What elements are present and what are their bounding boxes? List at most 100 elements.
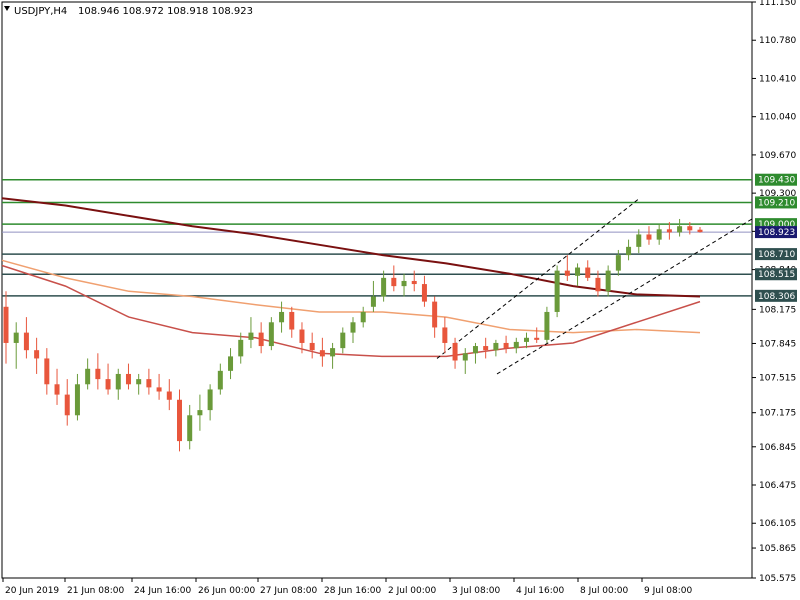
ma-short-line xyxy=(1,259,701,334)
candle-body xyxy=(74,384,80,416)
ma-long-line xyxy=(1,197,701,298)
level-tag xyxy=(755,289,797,302)
candle-body xyxy=(462,353,468,361)
candle-body xyxy=(381,277,387,297)
candle-body xyxy=(289,311,295,330)
level-label: 108.515 xyxy=(758,270,795,280)
candle-body xyxy=(595,277,601,292)
y-tick-label: 107.515 xyxy=(759,374,796,384)
candle-body xyxy=(44,358,50,385)
candle-body xyxy=(299,329,305,343)
channel-lower-line xyxy=(496,218,753,375)
candle-body xyxy=(524,337,529,342)
level-label: 108.306 xyxy=(758,292,795,302)
candle-body xyxy=(166,391,172,400)
candle-body xyxy=(350,322,356,333)
candle-body xyxy=(85,368,91,385)
candle-body xyxy=(319,350,325,357)
candle-body xyxy=(23,332,29,351)
x-tick-label: 8 Jul 00:00 xyxy=(580,586,629,596)
candle-body xyxy=(136,379,142,385)
y-tick-label: 110.040 xyxy=(759,113,796,123)
y-tick-label: 105.575 xyxy=(759,574,796,584)
candle-body xyxy=(207,389,213,411)
level-tag xyxy=(755,196,797,209)
x-tick-label: 9 Jul 08:00 xyxy=(644,586,693,596)
y-tick-label: 106.105 xyxy=(759,519,796,529)
y-tick-label: 110.410 xyxy=(759,74,796,84)
candle-body xyxy=(258,332,264,347)
candle-body xyxy=(636,234,642,247)
x-tick-label: 24 Jun 16:00 xyxy=(134,586,191,596)
ma-mid-line xyxy=(1,264,701,358)
candle-body xyxy=(248,332,254,340)
candle-body xyxy=(564,270,570,276)
candle-body xyxy=(3,306,9,343)
ohlc-label: 108.946 108.972 108.918 108.923 xyxy=(78,6,253,17)
candle-body xyxy=(268,322,274,347)
y-tick-label: 106.845 xyxy=(759,443,796,453)
y-tick-label: 108.175 xyxy=(759,305,796,315)
candle-body xyxy=(401,280,407,287)
symbol-label: USDJPY,H4 xyxy=(14,6,67,17)
candle-body xyxy=(187,415,193,442)
x-tick-label: 3 Jul 08:00 xyxy=(452,586,501,596)
channel-upper-line xyxy=(436,197,640,359)
candle-body xyxy=(493,342,499,351)
candle-body xyxy=(217,370,223,390)
x-tick-label: 27 Jun 08:00 xyxy=(260,586,317,596)
candle-body xyxy=(687,226,693,231)
x-tick-label: 28 Jun 16:00 xyxy=(324,586,381,596)
candle-body xyxy=(666,229,672,233)
candle-body xyxy=(452,342,458,361)
candle-body xyxy=(115,373,121,390)
candle-body xyxy=(554,270,560,312)
candle-body xyxy=(228,356,234,371)
candle-body xyxy=(64,394,70,416)
candle-body xyxy=(585,267,591,278)
candle-body xyxy=(544,311,550,340)
y-tick-label: 106.475 xyxy=(759,481,796,491)
level-label: 108.710 xyxy=(758,250,795,260)
candle-body xyxy=(472,346,478,354)
level-tag xyxy=(755,268,797,281)
level-label: 109.430 xyxy=(758,176,795,186)
candle-body xyxy=(238,339,244,357)
candle-body xyxy=(309,342,315,351)
level-label: 109.210 xyxy=(758,198,795,208)
candle-body xyxy=(421,284,427,302)
candle-body xyxy=(605,270,611,292)
y-tick-label: 109.670 xyxy=(759,151,796,161)
candle-body xyxy=(279,311,285,323)
current-price-tag xyxy=(755,226,797,239)
candle-body xyxy=(340,332,346,349)
candle-body xyxy=(54,384,60,395)
candle-body xyxy=(34,350,40,359)
candle-body xyxy=(370,296,376,307)
dropdown-triangle-icon xyxy=(4,6,10,11)
candle-body xyxy=(13,332,19,343)
candle-body xyxy=(146,379,152,388)
plot-frame xyxy=(1,1,753,579)
candle-body xyxy=(534,337,540,340)
candle-body xyxy=(626,246,632,256)
y-tick-label: 109.300 xyxy=(759,189,796,199)
candle-body xyxy=(391,277,397,287)
level-tag xyxy=(755,248,797,261)
candle-body xyxy=(575,267,581,276)
candle-body xyxy=(513,341,519,349)
candle-body xyxy=(677,226,683,233)
candle-body xyxy=(646,234,652,240)
candle-body xyxy=(330,348,336,357)
x-tick-label: 20 Jun 2019 xyxy=(5,586,59,596)
current-price-label: 108.923 xyxy=(758,228,795,238)
candle-body xyxy=(360,311,366,323)
candle-body xyxy=(483,346,489,351)
candle-body xyxy=(615,255,621,271)
candle-body xyxy=(125,373,131,385)
candle-body xyxy=(197,410,203,416)
candle-body xyxy=(697,229,703,233)
level-label: 109.000 xyxy=(758,220,795,230)
candle-body xyxy=(442,327,448,343)
